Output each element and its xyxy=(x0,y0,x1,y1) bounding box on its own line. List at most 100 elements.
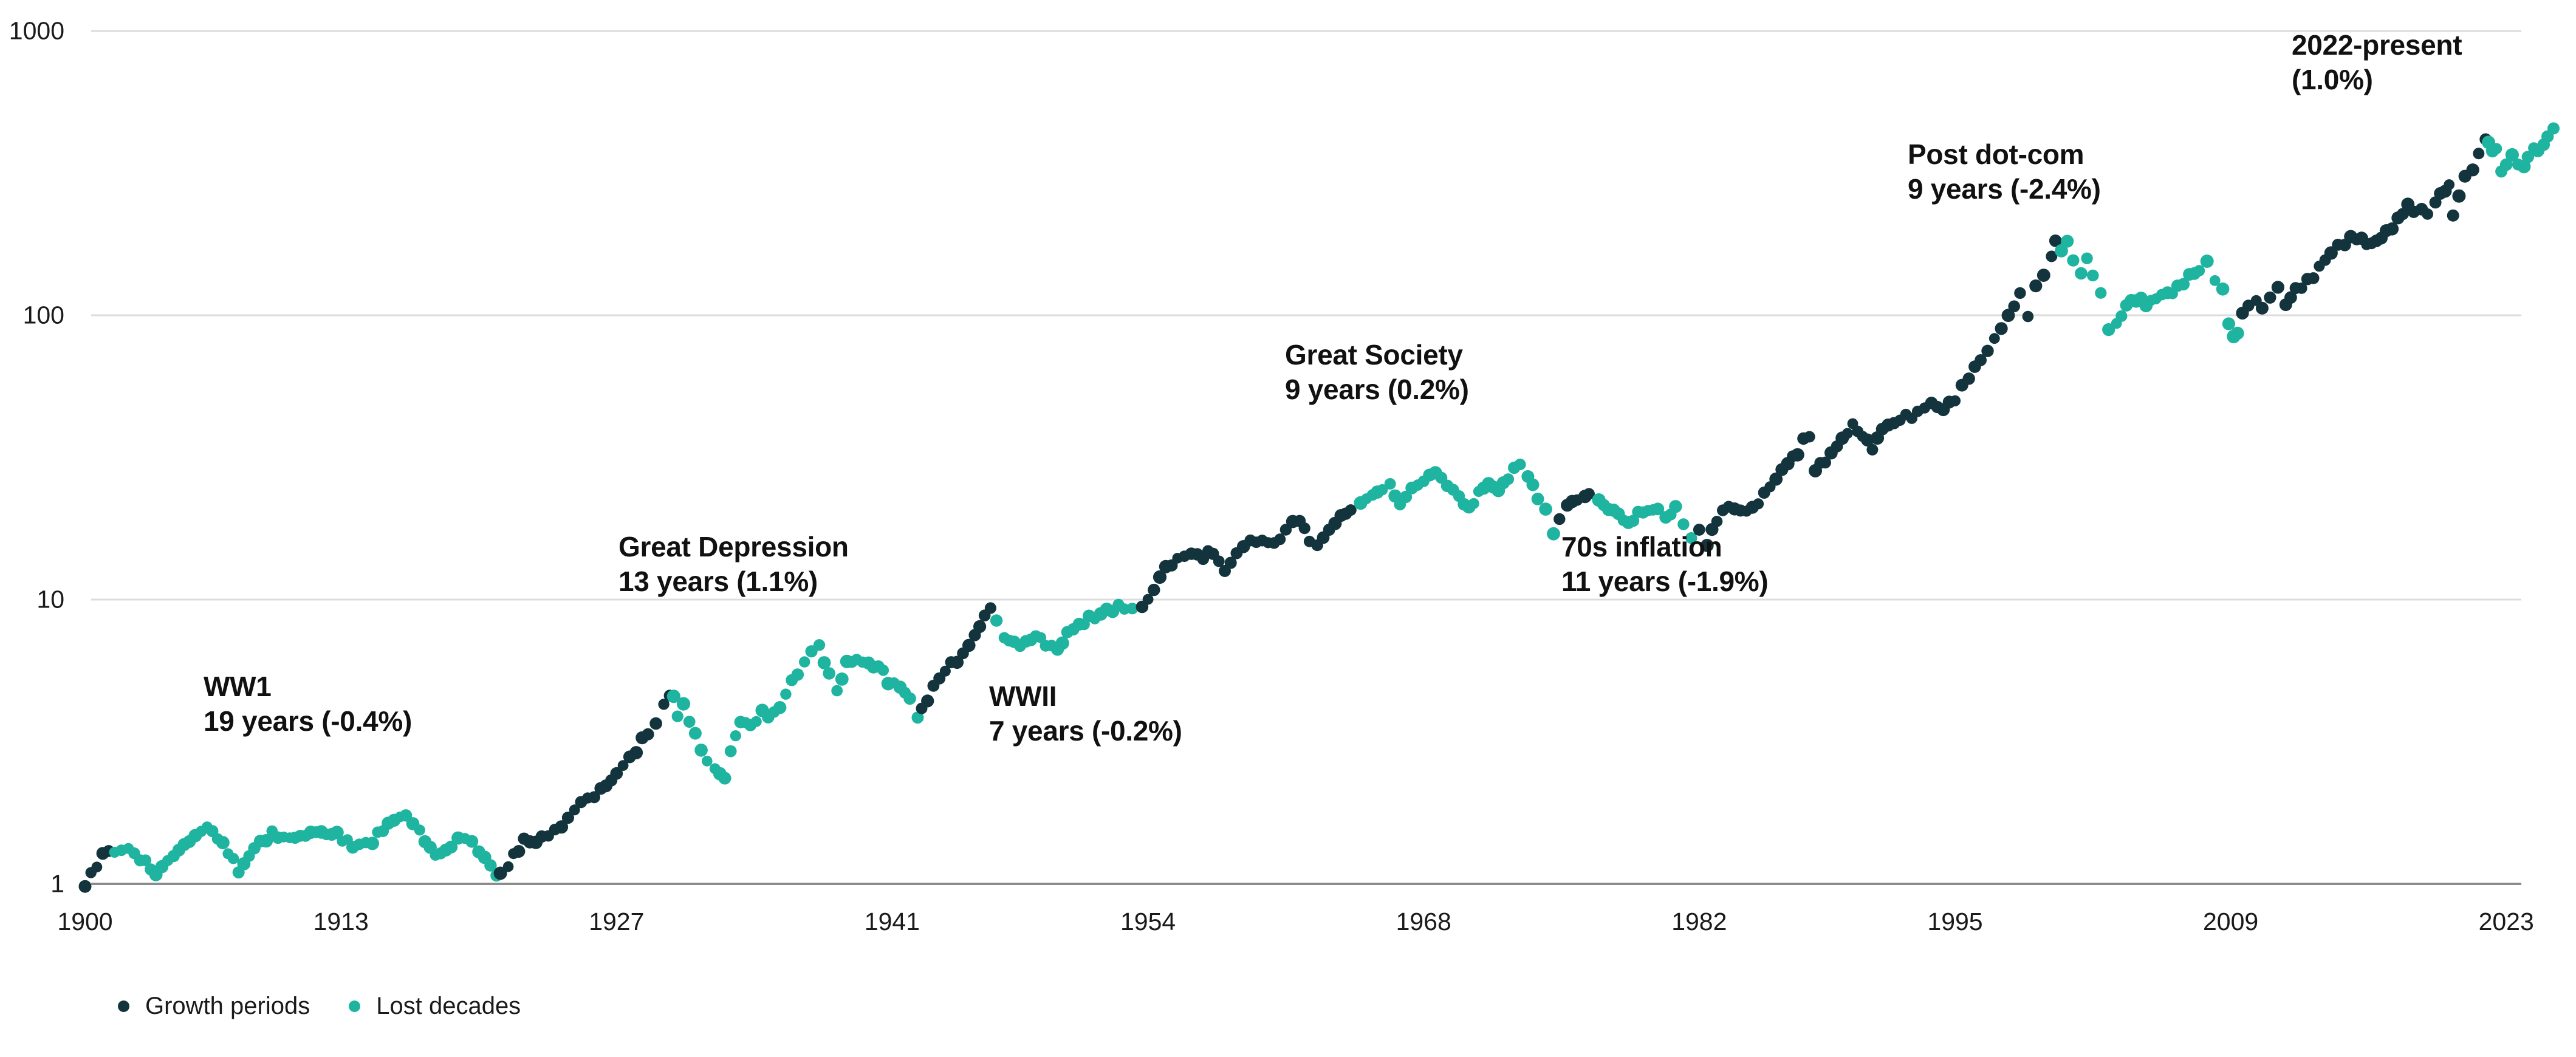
data-dot-growth xyxy=(2014,287,2026,299)
legend-label: Lost decades xyxy=(376,993,521,1019)
x-tick-label: 1927 xyxy=(589,908,645,936)
data-dot-growth xyxy=(921,694,934,708)
data-dot-growth xyxy=(78,880,92,893)
data-dot-growth xyxy=(2444,179,2455,190)
data-dot-growth xyxy=(2466,163,2479,177)
legend-dot-icon xyxy=(118,1001,129,1012)
data-dot-growth xyxy=(1153,570,1167,584)
data-dot-growth xyxy=(950,655,964,669)
data-dot-growth xyxy=(91,861,103,873)
data-dot-lost xyxy=(718,771,731,785)
data-dot-growth xyxy=(2255,301,2269,315)
data-dot-lost xyxy=(1502,473,1515,485)
annotation-title: Great Depression xyxy=(618,531,849,563)
data-dot-growth xyxy=(1842,428,1853,439)
data-dot-growth xyxy=(2001,309,2015,323)
data-dot-growth xyxy=(2046,250,2058,262)
data-dot-lost xyxy=(2209,275,2221,286)
data-dot-growth xyxy=(1700,539,1714,552)
x-tick-label: 1954 xyxy=(1120,908,1176,936)
data-dot-growth xyxy=(1711,516,1723,527)
annotation-inflation_70s: 70s inflation 11 years (-1.9%) xyxy=(1561,530,1769,599)
data-dot-lost xyxy=(1526,478,1540,491)
data-dot-growth xyxy=(1752,498,1764,510)
x-tick-label: 2023 xyxy=(2478,908,2534,936)
data-dot-growth xyxy=(2385,222,2399,236)
data-dot-lost xyxy=(2505,148,2519,162)
data-dot-growth xyxy=(642,728,654,741)
data-dot-lost xyxy=(813,639,826,651)
data-dot-growth xyxy=(1769,472,1783,486)
data-dot-lost xyxy=(2231,326,2244,340)
data-dot-growth xyxy=(2049,234,2062,247)
data-dot-lost xyxy=(366,836,379,850)
data-dot-lost xyxy=(465,835,479,848)
data-dot-lost xyxy=(1514,458,1526,471)
data-dot-lost xyxy=(773,701,787,714)
data-dot-growth xyxy=(569,804,580,816)
data-dot-growth xyxy=(2029,279,2043,293)
data-dot-lost xyxy=(666,689,680,703)
data-dot-growth xyxy=(2397,208,2410,221)
data-dot-lost xyxy=(835,672,849,686)
annotation-title: Post dot-com xyxy=(1908,139,2084,170)
data-dot-lost xyxy=(1677,518,1690,530)
data-dot-growth xyxy=(512,845,526,858)
annotation-title: 2022-present xyxy=(2292,29,2462,61)
data-dot-lost xyxy=(1055,636,1069,650)
annotation-great_society: Great Society 9 years (0.2%) xyxy=(1285,338,1469,407)
data-dot-lost xyxy=(2081,252,2093,264)
data-dot-lost xyxy=(2547,122,2560,135)
data-dot-growth xyxy=(502,861,514,872)
data-dot-lost xyxy=(817,656,831,669)
data-dot-lost xyxy=(780,688,792,700)
annotation-post_dotcom: Post dot-com 9 years (-2.4%) xyxy=(1908,137,2101,207)
annotation-detail: 7 years (-0.2%) xyxy=(989,715,1182,747)
data-dot-lost xyxy=(702,756,713,767)
data-dot-growth xyxy=(2452,189,2466,203)
x-tick-label: 2009 xyxy=(2202,908,2259,936)
data-dot-growth xyxy=(2422,208,2434,220)
data-dot-lost xyxy=(2517,160,2531,174)
data-dot-lost xyxy=(2075,267,2088,280)
data-dot-growth xyxy=(610,767,623,780)
legend-item-lost: Lost decades xyxy=(349,993,521,1020)
data-dot-lost xyxy=(139,854,152,866)
data-dot-lost xyxy=(2216,282,2230,296)
data-dot-growth xyxy=(1866,443,1879,456)
data-dot-growth xyxy=(1693,524,1705,536)
y-tick-label: 10 xyxy=(36,585,64,614)
data-dot-growth xyxy=(649,717,662,730)
data-dot-growth xyxy=(2324,246,2338,260)
legend-item-growth: Growth periods xyxy=(118,993,310,1020)
data-dot-lost xyxy=(750,716,762,727)
data-dot-growth xyxy=(1224,556,1237,569)
data-dot-growth xyxy=(939,665,951,677)
x-tick-label: 1968 xyxy=(1396,908,1451,936)
data-dot-lost xyxy=(791,668,804,681)
data-dots xyxy=(78,122,2560,893)
data-dot-growth xyxy=(973,620,987,633)
data-dot-growth xyxy=(2295,282,2307,294)
data-dot-growth xyxy=(561,812,575,824)
data-dot-growth xyxy=(1213,555,1225,567)
data-dot-growth xyxy=(493,866,507,880)
data-dot-lost xyxy=(2102,323,2115,337)
data-dot-lost xyxy=(259,834,273,848)
data-dot-lost xyxy=(1377,484,1388,496)
data-dot-lost xyxy=(1539,502,1552,516)
data-dot-lost xyxy=(799,656,810,668)
y-tick-label: 1000 xyxy=(9,16,64,45)
annotation-great_depression: Great Depression 13 years (1.1%) xyxy=(618,530,849,599)
data-dot-lost xyxy=(911,711,924,724)
data-dot-growth xyxy=(1142,593,1154,605)
data-dot-growth xyxy=(555,820,569,834)
annotation-detail: 13 years (1.1%) xyxy=(618,566,818,597)
data-dot-lost xyxy=(730,730,741,742)
data-dot-growth xyxy=(984,602,996,614)
data-dot-lost xyxy=(414,824,425,836)
data-dot-lost xyxy=(683,716,696,728)
data-dot-lost xyxy=(2521,151,2534,163)
data-dot-lost xyxy=(2193,265,2205,276)
data-dot-lost xyxy=(1651,502,1665,516)
